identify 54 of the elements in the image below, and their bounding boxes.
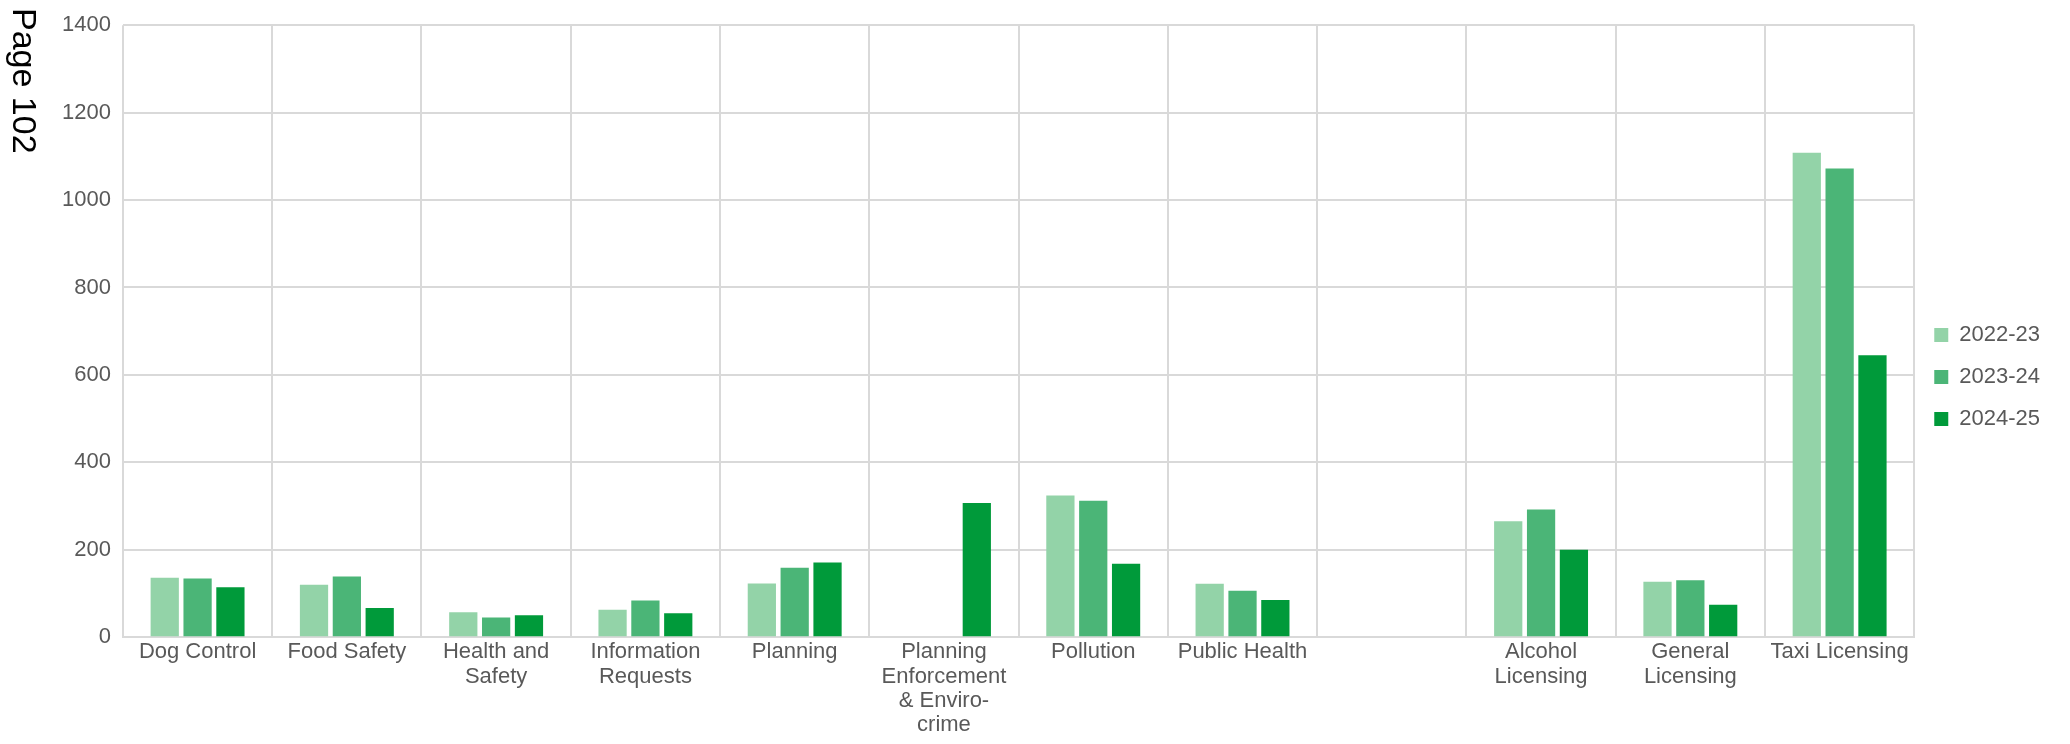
legend-label: 2023-24: [1959, 363, 2041, 389]
x-tick-label: Public Health: [1177, 638, 1308, 664]
y-tick-label: 400: [74, 448, 111, 474]
x-tick-label: Pollution: [1051, 638, 1136, 664]
text: Page 102: [5, 8, 44, 154]
x-tick-label: Dog Control: [138, 638, 257, 664]
bar: [449, 612, 478, 637]
bar: [664, 613, 693, 637]
bar: [1195, 583, 1224, 637]
x-tick-label: Health and Safety: [442, 638, 550, 688]
y-tick-label: 0: [98, 623, 111, 649]
legend-label: 2024-25: [1959, 405, 2041, 431]
bar: [747, 583, 776, 637]
bar: [332, 576, 361, 637]
bar: [962, 503, 991, 637]
bar: [1111, 563, 1141, 637]
bar: [1825, 168, 1854, 637]
bar: [514, 615, 544, 637]
bar: [1643, 581, 1672, 637]
bar: [1709, 604, 1738, 637]
bar: [183, 578, 212, 637]
x-tick-label: Planning: [751, 638, 838, 664]
x-tick-label: Taxi Licensing: [1770, 638, 1909, 664]
bar: [631, 600, 660, 637]
bar: [216, 587, 245, 637]
x-tick-label: Information Requests: [590, 638, 701, 688]
bar: [1858, 355, 1887, 637]
y-tick-label: 800: [74, 273, 111, 299]
bar: [598, 609, 627, 637]
x-tick-label: Alcohol Licensing: [1494, 638, 1588, 688]
bar: [1046, 495, 1075, 637]
legend-label: 2022-23: [1959, 321, 2041, 347]
bar: [150, 577, 179, 637]
y-tick-label: 200: [74, 535, 111, 561]
bar: [1676, 580, 1705, 637]
y-tick-label: 600: [74, 360, 111, 386]
x-tick-label: Planning Enforcement & Enviro-crime: [881, 638, 1007, 736]
bar: [780, 567, 809, 637]
x-tick-label: General Licensing: [1643, 638, 1737, 688]
bar: [1261, 600, 1290, 637]
x-tick-label: Food Safety: [287, 638, 407, 664]
y-tick-label: 1200: [61, 98, 111, 124]
bar: [1228, 590, 1257, 637]
bar: [1079, 500, 1108, 637]
bar: [1792, 152, 1821, 637]
bar: [813, 562, 842, 637]
bar: [482, 617, 511, 637]
bar: [1559, 549, 1589, 637]
bar: [1494, 521, 1523, 637]
bar: [1526, 509, 1556, 637]
bar: [365, 607, 394, 637]
y-tick-label: 1000: [61, 186, 111, 212]
y-tick-label: 1400: [61, 11, 111, 37]
bar: [299, 584, 329, 637]
